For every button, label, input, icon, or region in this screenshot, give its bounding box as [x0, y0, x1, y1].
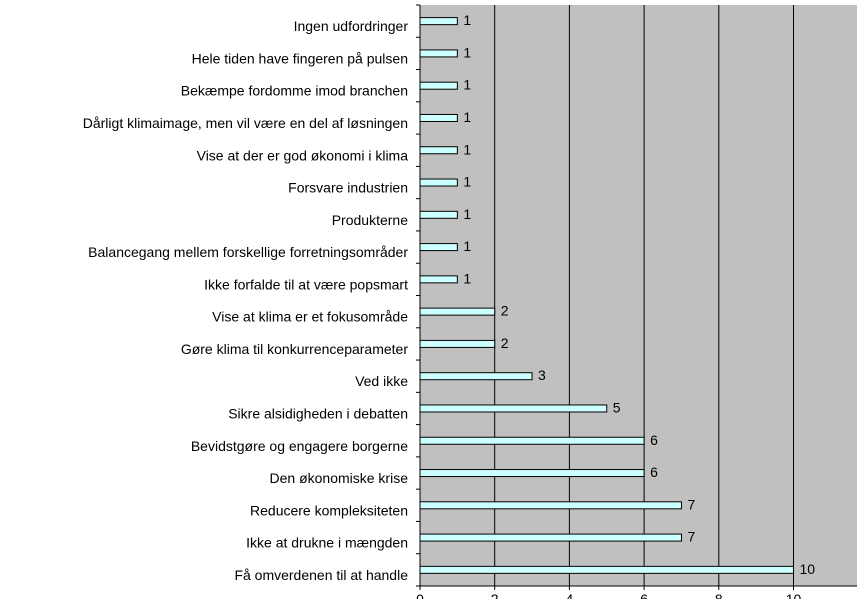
data-label: 1 [463, 141, 471, 157]
bar [419, 243, 458, 252]
bar [419, 146, 458, 155]
data-label: 3 [538, 367, 546, 383]
category-label: Reducere kompleksiteten [250, 502, 408, 518]
bar [419, 17, 458, 26]
bar [419, 210, 458, 219]
bar [419, 275, 458, 284]
category-label: Få omverdenen til at handle [234, 567, 408, 583]
bar [419, 307, 496, 316]
data-label: 2 [501, 335, 509, 351]
category-label: Vise at der er god økonomi i klima [197, 147, 409, 163]
bar [419, 501, 682, 510]
data-label: 1 [463, 12, 471, 28]
category-label: Bekæmpe fordomme imod branchen [181, 83, 408, 99]
bar [419, 178, 458, 187]
x-tick-label: 4 [566, 591, 574, 599]
data-label: 7 [687, 529, 695, 545]
data-label: 10 [800, 561, 816, 577]
bar [419, 533, 682, 542]
x-tick-label: 8 [715, 591, 723, 599]
data-label: 5 [613, 399, 621, 415]
data-label: 6 [650, 464, 658, 480]
bars [419, 17, 795, 574]
category-label: Hele tiden have fingeren på pulsen [192, 50, 408, 66]
bar [419, 339, 496, 348]
category-label: Produkterne [332, 212, 408, 228]
category-label: Ikke forfalde til at være popsmart [204, 276, 408, 292]
category-label: Bevidstgøre og engagere borgerne [191, 438, 408, 454]
bar [419, 404, 608, 413]
category-label: Den økonomiske krise [270, 470, 409, 486]
bar [419, 469, 645, 478]
data-label: 1 [463, 109, 471, 125]
category-label: Gøre klima til konkurrenceparameter [181, 341, 409, 357]
x-tick-label: 2 [491, 591, 499, 599]
category-label: Forsvare industrien [288, 180, 408, 196]
bar [419, 565, 795, 574]
bar [419, 372, 533, 381]
category-label: Ikke at drukne i mængden [246, 535, 408, 551]
category-label: Sikre alsidigheden i debatten [228, 405, 408, 421]
category-label: Dårligt klimaimage, men vil være en del … [83, 115, 408, 131]
data-label: 6 [650, 432, 658, 448]
axes [416, 4, 857, 590]
data-label: 1 [463, 238, 471, 254]
data-label: 1 [463, 270, 471, 286]
category-label: Ved ikke [355, 373, 408, 389]
data-label: 1 [463, 77, 471, 93]
x-tick-label: 0 [416, 591, 424, 599]
category-label: Balancegang mellem forskellige forretnin… [88, 244, 408, 260]
bar [419, 113, 458, 122]
data-label: 7 [687, 496, 695, 512]
bar [419, 81, 458, 90]
data-label: 1 [463, 174, 471, 190]
plot-area [420, 5, 857, 586]
data-label: 1 [463, 44, 471, 60]
bar [419, 436, 645, 445]
bar [419, 49, 458, 58]
data-label: 1 [463, 206, 471, 222]
data-label: 2 [501, 303, 509, 319]
category-label: Vise at klima er et fokusområde [212, 309, 408, 325]
labels: 0 2 4 6 8 10 1 Ingen udfordringer 1 Hele tiden ha… [83, 12, 816, 599]
x-tick-label: 10 [786, 591, 802, 599]
gridlines [494, 5, 795, 586]
x-tick-label: 6 [640, 591, 648, 599]
category-label: Ingen udfordringer [294, 18, 409, 34]
